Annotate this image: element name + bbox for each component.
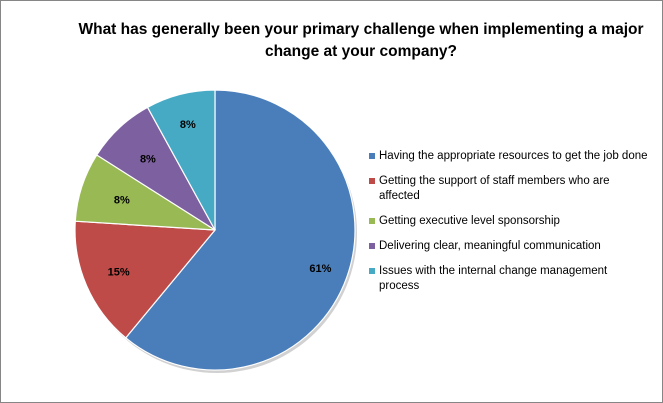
chart-title: What has generally been your primary cha… bbox=[78, 21, 644, 60]
legend-entry-1: Having the appropriate resources to get … bbox=[369, 149, 649, 164]
pie-slice-1 bbox=[124, 89, 356, 371]
legend-label-5: Issues with the internal change manageme… bbox=[379, 265, 608, 292]
legend: Having the appropriate resources to get … bbox=[369, 149, 649, 294]
legend-swatch-3 bbox=[369, 218, 375, 224]
slice-data-label-4: 8% bbox=[140, 154, 156, 166]
legend-entry-5: Issues with the internal change manageme… bbox=[369, 264, 649, 294]
slice-data-label-2: 15% bbox=[108, 267, 130, 279]
slice-data-label-5: 8% bbox=[180, 119, 196, 131]
legend-swatch-4 bbox=[369, 243, 375, 249]
pie-slice-5 bbox=[146, 89, 216, 231]
legend-label-4: Delivering clear, meaningful communicati… bbox=[379, 240, 601, 252]
legend-entry-4: Delivering clear, meaningful communicati… bbox=[369, 239, 649, 254]
legend-swatch-5 bbox=[369, 268, 375, 274]
pie-slice-2 bbox=[74, 220, 217, 339]
legend-swatch-1 bbox=[369, 153, 375, 159]
legend-label-1: Having the appropriate resources to get … bbox=[379, 150, 648, 162]
legend-entry-3: Getting executive level sponsorship bbox=[369, 214, 649, 229]
legend-label-2: Getting the support of staff members who… bbox=[379, 175, 610, 202]
slice-data-label-1: 61% bbox=[309, 263, 331, 275]
legend-swatch-2 bbox=[369, 178, 375, 184]
legend-label-3: Getting executive level sponsorship bbox=[379, 215, 560, 227]
slice-data-label-3: 8% bbox=[114, 195, 130, 207]
legend-entry-2: Getting the support of staff members who… bbox=[369, 174, 649, 204]
